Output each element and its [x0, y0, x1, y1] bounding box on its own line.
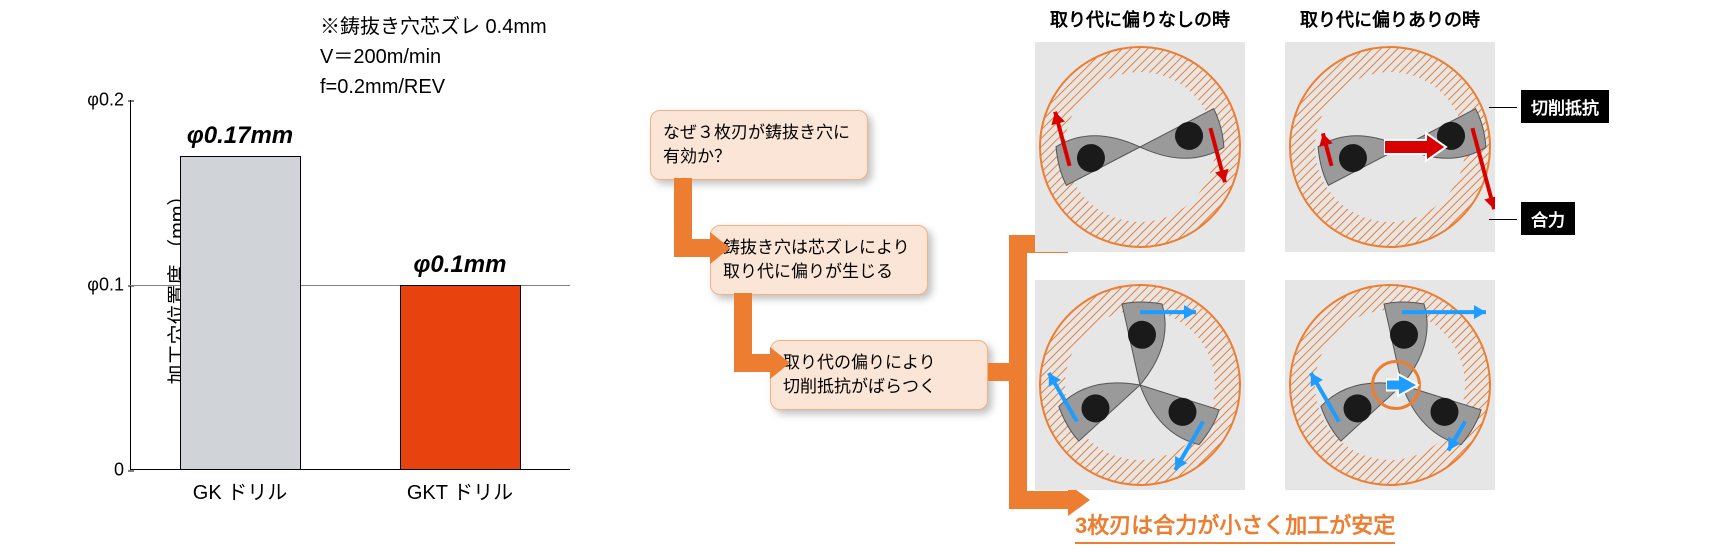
diagram-cell-r0-c0: [1035, 42, 1245, 252]
x-tick-label-1: GKT ドリル: [370, 476, 550, 505]
flow-box-1: 鋳抜き穴は芯ズレにより取り代に偏りが生じる: [710, 225, 928, 295]
cond-line-1: V＝200m/min: [320, 42, 640, 72]
label-resultant-force: 合力: [1521, 202, 1575, 235]
cond-line-2: f=0.2mm/REV: [320, 72, 640, 102]
bar-value-label-0: φ0.17mm: [160, 122, 320, 150]
flow-box-2: 取り代の偏りにより切削抵抗がばらつく: [770, 340, 988, 410]
diagram-col-title-0: 取り代に偏りなしの時: [1020, 6, 1260, 32]
bar-chart: ※鋳抜き穴芯ズレ 0.4mm V＝200m/min f=0.2mm/REV 加工…: [60, 0, 620, 552]
chart-plot-area: 加工穴位置度 （mm） 0φ0.1φ0.2φ0.17mmGK ドリルφ0.1mm…: [130, 100, 570, 470]
cond-line-0: ※鋳抜き穴芯ズレ 0.4mm: [320, 12, 640, 42]
diagram-region: 3枚刃は合力が小さく加工が安定 取り代に偏りなしの時取り代に偏りありの時切削抵抗…: [1035, 0, 1715, 552]
net-arrow-2blade: [1384, 127, 1462, 167]
flow-box-0: なぜ３枚刃が鋳抜き穴に有効か？: [650, 110, 868, 180]
y-tick-0: 0: [78, 460, 124, 481]
bar-1: [400, 285, 521, 470]
flow-l-arrow-1: [734, 293, 794, 381]
bar-0: [180, 156, 301, 471]
net-arrow-3blade: [1386, 368, 1434, 402]
label-cutting-force: 切削抵抗: [1521, 90, 1609, 123]
x-tick-label-0: GK ドリル: [150, 476, 330, 505]
y-tick-2: φ0.2: [78, 90, 124, 111]
diagram-cell-r1-c0: [1035, 280, 1245, 490]
flow-l-arrow-0: [674, 178, 734, 266]
flow-region: なぜ３枚刃が鋳抜き穴に有効か？ 鋳抜き穴は芯ズレにより取り代に偏りが生じる取り代の…: [650, 110, 1040, 470]
diagram-col-title-1: 取り代に偏りありの時: [1270, 6, 1510, 32]
bar-value-label-1: φ0.1mm: [380, 251, 540, 279]
y-tick-1: φ0.1: [78, 275, 124, 296]
chart-conditions: ※鋳抜き穴芯ズレ 0.4mm V＝200m/min f=0.2mm/REV: [320, 12, 640, 102]
conclusion-text: 3枚刃は合力が小さく加工が安定: [1075, 508, 1395, 544]
